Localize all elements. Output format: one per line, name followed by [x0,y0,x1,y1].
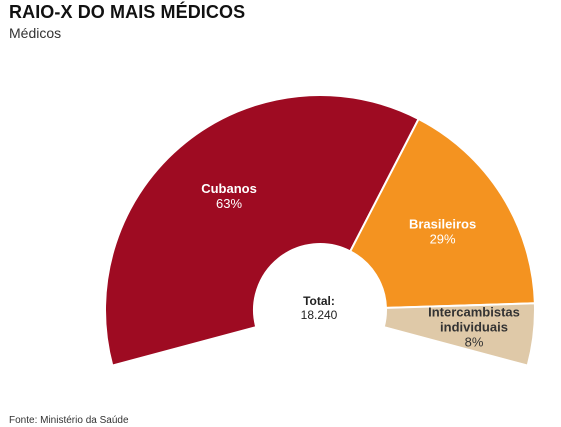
center-total-value: 18.240 [301,308,338,322]
slice-label-2-0: Intercambistas [428,304,520,319]
slice-2 [382,302,536,367]
chart-slices [104,94,536,367]
slice-value-2: 8% [465,334,484,349]
slice-label-0-0: Cubanos [201,181,257,196]
center-total-label: Total: [303,294,335,308]
slice-label-2-1: individuais [440,319,508,334]
slice-value-0: 63% [216,196,242,211]
slice-value-1: 29% [430,232,456,247]
chart-subtitle: Médicos [9,25,62,41]
source-note: Fonte: Ministério da Saúde [9,415,129,426]
chart-title: RAIO-X DO MAIS MÉDICOS [9,2,246,22]
slice-0 [104,94,420,367]
slice-1 [348,117,536,309]
slice-label-1-0: Brasileiros [409,217,476,232]
